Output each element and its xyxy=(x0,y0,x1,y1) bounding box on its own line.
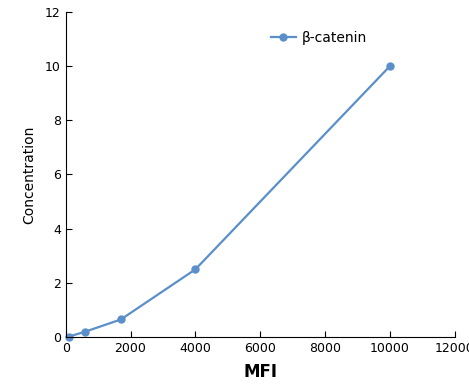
Line: β-catenin: β-catenin xyxy=(66,62,393,340)
β-catenin xyxy=(387,64,393,68)
Legend: β-catenin: β-catenin xyxy=(265,25,372,50)
Y-axis label: Concentration: Concentration xyxy=(23,125,37,223)
β-catenin xyxy=(193,267,198,272)
X-axis label: MFI: MFI xyxy=(243,363,277,381)
β-catenin xyxy=(66,334,72,339)
β-catenin xyxy=(118,317,124,322)
β-catenin xyxy=(82,329,88,334)
